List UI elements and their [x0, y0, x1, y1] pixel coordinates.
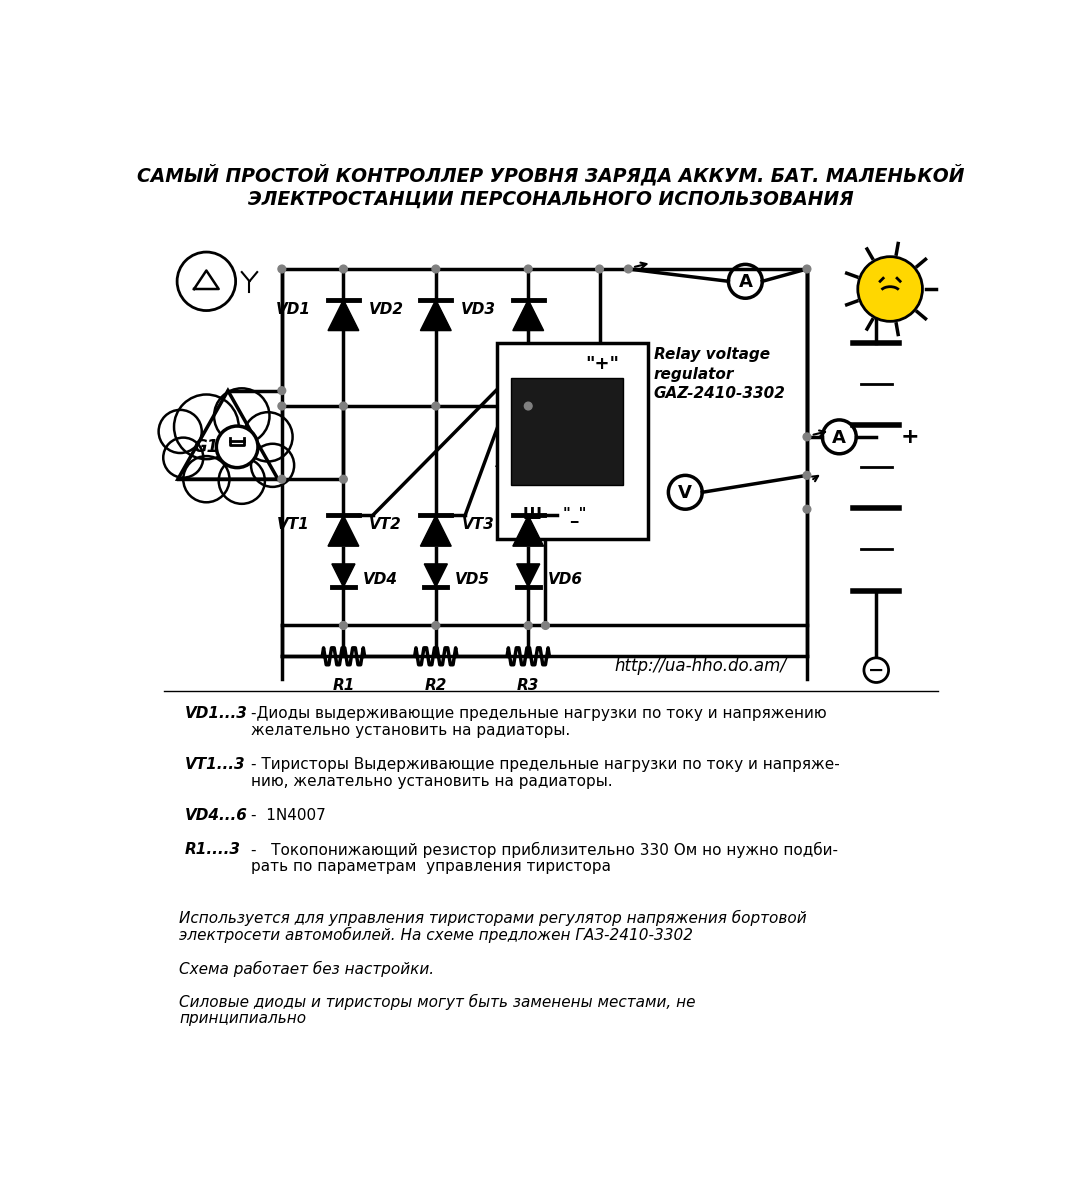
Circle shape: [525, 403, 532, 410]
Polygon shape: [332, 564, 355, 587]
Circle shape: [174, 394, 239, 459]
Text: нию, желательно установить на радиаторы.: нию, желательно установить на радиаторы.: [252, 774, 613, 789]
Text: VD1: VD1: [276, 302, 311, 316]
Circle shape: [278, 266, 286, 273]
Polygon shape: [328, 516, 359, 546]
Circle shape: [340, 403, 347, 410]
Circle shape: [216, 426, 258, 468]
Text: VD1...3: VD1...3: [185, 707, 247, 721]
Text: R1: R1: [332, 678, 355, 692]
Text: Relay voltage
regulator
GAZ-2410-3302: Relay voltage regulator GAZ-2410-3302: [654, 346, 786, 401]
Text: САМЫЙ ПРОСТОЙ КОНТРОЛЛЕР УРОВНЯ ЗАРЯДА АККУМ. БАТ. МАЛЕНЬКОЙ: САМЫЙ ПРОСТОЙ КОНТРОЛЛЕР УРОВНЯ ЗАРЯДА А…: [137, 165, 964, 186]
Text: VT2: VT2: [369, 517, 402, 532]
Circle shape: [596, 266, 603, 273]
Circle shape: [542, 621, 549, 630]
Circle shape: [625, 266, 632, 273]
Circle shape: [340, 475, 347, 483]
Circle shape: [803, 266, 811, 273]
Text: желательно установить на радиаторы.: желательно установить на радиаторы.: [252, 724, 570, 738]
Circle shape: [525, 621, 532, 630]
Polygon shape: [513, 299, 544, 331]
Text: VD2: VD2: [369, 302, 403, 316]
Polygon shape: [328, 299, 359, 331]
Text: R1....3: R1....3: [185, 841, 241, 857]
Text: R2: R2: [425, 678, 447, 692]
Text: электросети автомобилей. На схеме предложен ГАЗ-2410-3302: электросети автомобилей. На схеме предло…: [180, 927, 693, 942]
Circle shape: [183, 456, 229, 502]
Circle shape: [214, 388, 270, 444]
Text: G1: G1: [194, 438, 219, 456]
Text: Используется для управления тиристорами регулятор напряжения бортовой: Используется для управления тиристорами …: [180, 910, 807, 926]
Circle shape: [525, 266, 532, 273]
Polygon shape: [517, 564, 540, 587]
Text: VD5: VD5: [455, 572, 490, 587]
Text: - Тиристоры Выдерживающие предельные нагрузки по току и напряже-: - Тиристоры Выдерживающие предельные наг…: [252, 757, 840, 772]
Text: V: V: [678, 484, 692, 502]
Circle shape: [278, 387, 286, 394]
Text: A: A: [739, 273, 752, 291]
Polygon shape: [420, 299, 451, 331]
Circle shape: [432, 403, 440, 410]
Text: VD4: VD4: [362, 572, 398, 587]
Circle shape: [278, 403, 286, 410]
Text: VT1: VT1: [276, 517, 310, 532]
Text: -Диоды выдерживающие предельные нагрузки по току и напряжению: -Диоды выдерживающие предельные нагрузки…: [252, 707, 827, 721]
Polygon shape: [420, 516, 451, 546]
Circle shape: [218, 458, 264, 504]
Text: VD4...6: VD4...6: [185, 808, 247, 823]
Text: Схема работает без настройки.: Схема работает без настройки.: [180, 960, 434, 976]
Circle shape: [803, 433, 811, 441]
Bar: [512, 377, 622, 486]
Circle shape: [340, 621, 347, 630]
Circle shape: [803, 505, 811, 513]
Text: принципиально: принципиально: [180, 1011, 306, 1027]
Text: http://ua-hho.do.am/: http://ua-hho.do.am/: [615, 656, 787, 674]
Text: "+": "+": [586, 356, 619, 374]
Circle shape: [278, 475, 286, 483]
Circle shape: [252, 444, 295, 487]
Text: VD6: VD6: [547, 572, 583, 587]
Text: Ш    "_": Ш "_": [522, 506, 586, 523]
Bar: [498, 343, 647, 540]
Text: -  1N4007: - 1N4007: [252, 808, 326, 823]
Polygon shape: [425, 564, 447, 587]
Text: −: −: [869, 661, 885, 679]
Text: VD3: VD3: [461, 302, 496, 316]
Circle shape: [340, 266, 347, 273]
Text: R3: R3: [517, 678, 540, 692]
Circle shape: [803, 471, 811, 480]
Circle shape: [858, 257, 922, 321]
Text: Силовые диоды и тиристоры могут быть заменены местами, не: Силовые диоды и тиристоры могут быть зам…: [180, 994, 696, 1011]
Text: VT1...3: VT1...3: [185, 757, 245, 772]
Text: ЭЛЕКТРОСТАНЦИИ ПЕРСОНАЛЬНОГО ИСПОЛЬЗОВАНИЯ: ЭЛЕКТРОСТАНЦИИ ПЕРСОНАЛЬНОГО ИСПОЛЬЗОВАН…: [247, 190, 854, 209]
Text: +: +: [901, 427, 919, 447]
Text: VT3: VT3: [461, 517, 495, 532]
Circle shape: [243, 412, 292, 462]
Circle shape: [432, 621, 440, 630]
Circle shape: [432, 266, 440, 273]
Polygon shape: [513, 516, 544, 546]
Text: рать по параметрам  управления тиристора: рать по параметрам управления тиристора: [252, 858, 611, 874]
Circle shape: [864, 657, 889, 683]
Circle shape: [159, 410, 202, 453]
Text: -   Токопонижающий резистор приблизительно 330 Ом но нужно подби-: - Токопонижающий резистор приблизительно…: [252, 841, 838, 858]
Text: A: A: [832, 429, 846, 447]
Circle shape: [163, 438, 203, 477]
